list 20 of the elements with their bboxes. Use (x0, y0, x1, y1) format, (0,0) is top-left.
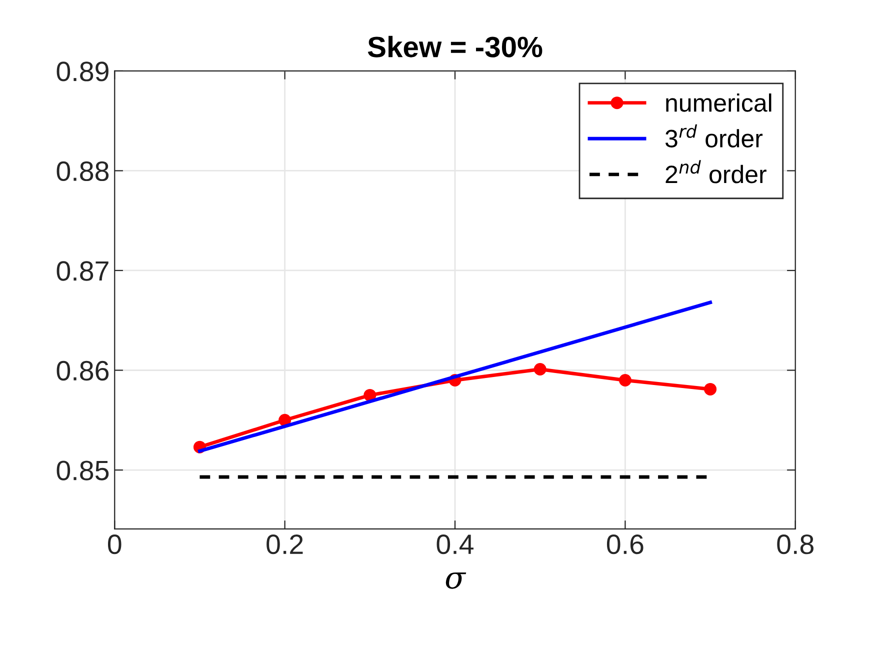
y-tick-label: 0.86 (56, 360, 109, 381)
x-tick-label: 0 (108, 534, 122, 554)
x-tick-label: 0.6 (606, 534, 644, 554)
y-tick-label: 0.89 (56, 62, 108, 82)
y-tick-label: 0.87 (56, 261, 108, 281)
x-tick-label: 0.4 (436, 534, 474, 554)
legend-label: numerical (666, 93, 772, 112)
x-tick-label: 0.8 (777, 534, 814, 554)
legend-label: 2$^{nd}$ order (666, 160, 766, 184)
y-tick-label: 0.88 (56, 161, 109, 182)
chart-title: Skew = -30% (368, 36, 542, 58)
legend-label: 3$^{rd}$ order (665, 124, 763, 148)
point (534, 363, 546, 376)
point (278, 414, 292, 426)
point (618, 374, 632, 386)
x-axis-title: σ (446, 572, 466, 589)
y-tick-label: 0.85 (56, 460, 109, 480)
point (704, 382, 717, 396)
x-tick-label: 0.2 (266, 534, 303, 554)
point (364, 388, 376, 402)
